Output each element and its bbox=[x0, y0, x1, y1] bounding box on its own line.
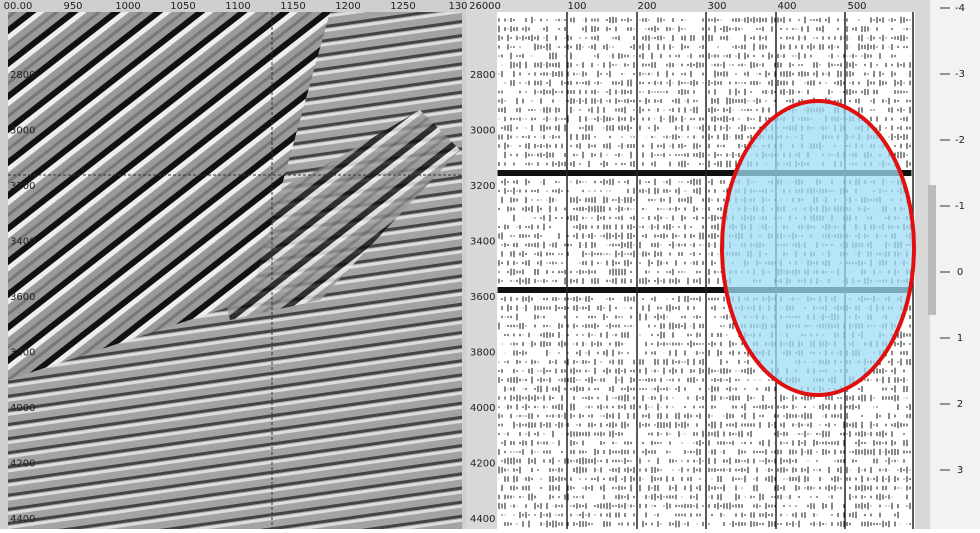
left-seismic bbox=[8, 12, 462, 529]
screenshot: 00.0095010001050110011501200125013028003… bbox=[0, 0, 980, 529]
page: 00.0095010001050110011501200125013028003… bbox=[0, 0, 980, 529]
